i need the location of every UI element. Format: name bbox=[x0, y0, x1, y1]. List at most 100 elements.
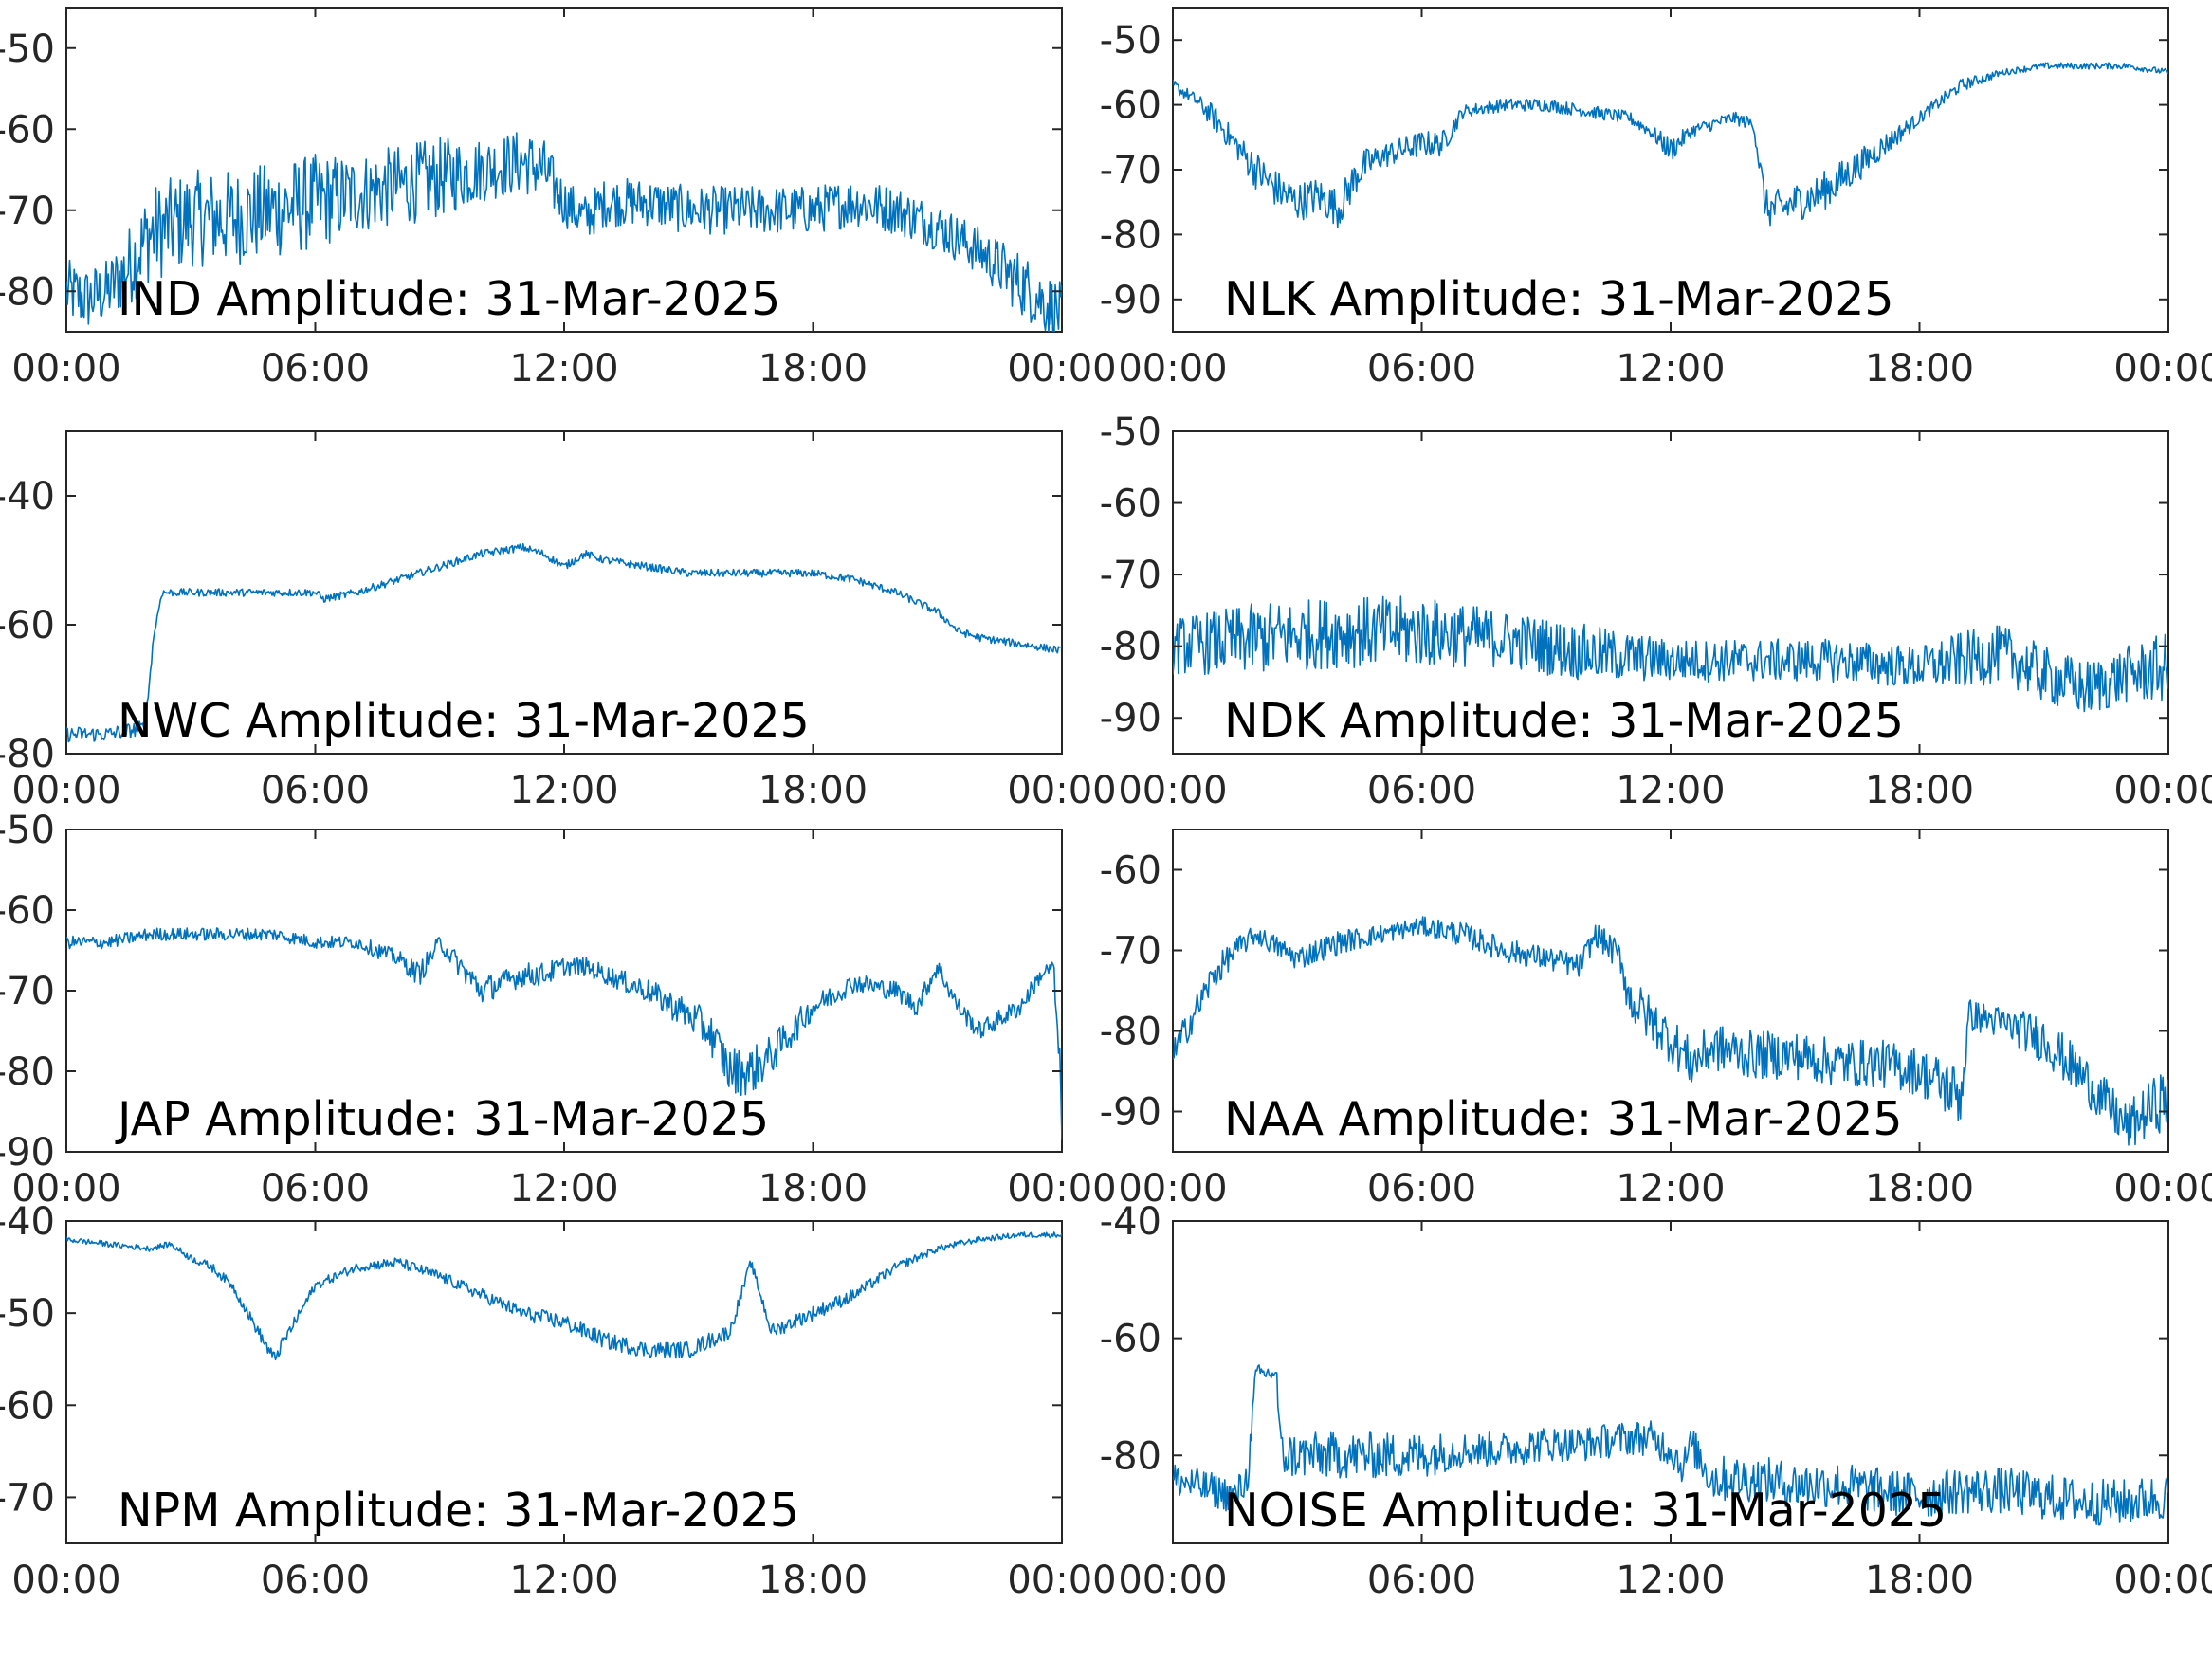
y-tick-label: -50 bbox=[0, 809, 55, 852]
x-tick-label: 00:00 bbox=[2113, 769, 2212, 812]
x-tick-label: 00:00 bbox=[1007, 347, 1116, 391]
chart-panel: 00:00 06:00 12:00 18:00 00:00 -40 -50 -60 -70 NPM… bbox=[0, 1200, 1117, 1602]
x-tick-label: 12:00 bbox=[509, 1559, 618, 1602]
x-tick-label: 06:00 bbox=[261, 769, 370, 812]
chart-panel: 00:00 06:00 12:00 18:00 00:00 -50 -60 -70 -80 IND… bbox=[0, 7, 1117, 391]
y-tick-label: -80 bbox=[1100, 213, 1161, 257]
y-tick-label: -90 bbox=[0, 1131, 55, 1175]
x-tick-label: 12:00 bbox=[509, 347, 618, 391]
y-tick-label: -60 bbox=[0, 1384, 55, 1428]
panel-title: JAP Amplitude: 31-Mar-2025 bbox=[115, 1092, 769, 1146]
series-line bbox=[66, 927, 1062, 1140]
x-tick-label: 12:00 bbox=[1616, 347, 1725, 391]
y-tick-label: -50 bbox=[0, 1292, 55, 1336]
plot-area bbox=[1172, 430, 2169, 755]
x-tick-label: 06:00 bbox=[261, 1559, 370, 1602]
y-tick-label: -60 bbox=[1100, 483, 1161, 526]
x-tick-label: 12:00 bbox=[509, 769, 618, 812]
x-tick-label: 18:00 bbox=[759, 347, 868, 391]
y-tick-label: -80 bbox=[1100, 626, 1161, 669]
y-tick-label: -80 bbox=[1100, 1011, 1161, 1054]
series-line bbox=[1173, 62, 2168, 228]
y-tick-label: -40 bbox=[0, 475, 55, 519]
y-tick-label: -50 bbox=[1100, 19, 1161, 63]
plot-area bbox=[1172, 829, 2169, 1153]
panel-title: NPM Amplitude: 31-Mar-2025 bbox=[118, 1484, 799, 1538]
y-tick-label: -60 bbox=[1100, 84, 1161, 128]
y-tick-label: -70 bbox=[0, 970, 55, 1013]
series-line bbox=[66, 543, 1062, 743]
chart-panel: 00:00 06:00 12:00 18:00 00:00 -50 -60 -70 -80 -90… bbox=[1100, 410, 2212, 812]
x-tick-label: 00:00 bbox=[11, 1559, 120, 1602]
y-tick-label: -90 bbox=[1100, 1091, 1161, 1135]
y-tick-label: -70 bbox=[1100, 554, 1161, 597]
panel-title: NOISE Amplitude: 31-Mar-2025 bbox=[1224, 1484, 1947, 1538]
y-tick-label: -40 bbox=[1100, 1200, 1161, 1244]
chart-panel: 00:00 06:00 12:00 18:00 00:00 -60 -70 -80 -90 NAA… bbox=[1100, 829, 2212, 1211]
x-tick-label: 18:00 bbox=[1865, 769, 1974, 812]
panel-title: NAA Amplitude: 31-Mar-2025 bbox=[1224, 1092, 1903, 1146]
x-tick-label: 00:00 bbox=[11, 1167, 120, 1211]
y-tick-label: -80 bbox=[0, 1050, 55, 1094]
chart-panel: 00:00 06:00 12:00 18:00 00:00 -40 -60 -80 NWC Am… bbox=[0, 430, 1117, 812]
x-tick-label: 06:00 bbox=[1367, 347, 1476, 391]
y-tick-label: -60 bbox=[1100, 849, 1161, 893]
x-tick-label: 12:00 bbox=[1616, 1559, 1725, 1602]
x-tick-label: 12:00 bbox=[1616, 1167, 1725, 1211]
x-tick-label: 00:00 bbox=[1007, 1559, 1116, 1602]
plot-area bbox=[1172, 7, 2169, 333]
chart-panel: 00:00 06:00 12:00 18:00 00:00 -50 -60 -70 -80 -90… bbox=[1100, 7, 2212, 391]
x-tick-label: 12:00 bbox=[509, 1167, 618, 1211]
series-line bbox=[66, 132, 1062, 332]
x-tick-label: 00:00 bbox=[1118, 769, 1227, 812]
x-tick-label: 18:00 bbox=[759, 1559, 868, 1602]
x-tick-label: 06:00 bbox=[1367, 1559, 1476, 1602]
x-tick-label: 18:00 bbox=[1865, 1559, 1974, 1602]
y-tick-label: -80 bbox=[1100, 1434, 1161, 1478]
y-tick-label: -60 bbox=[0, 604, 55, 647]
x-tick-label: 00:00 bbox=[11, 769, 120, 812]
series-line bbox=[66, 1231, 1062, 1361]
y-tick-label: -70 bbox=[1100, 930, 1161, 974]
x-tick-label: 06:00 bbox=[1367, 1167, 1476, 1211]
series-line bbox=[1173, 916, 2168, 1146]
x-tick-label: 18:00 bbox=[1865, 1167, 1974, 1211]
x-tick-label: 18:00 bbox=[759, 769, 868, 812]
x-tick-label: 06:00 bbox=[261, 1167, 370, 1211]
x-tick-label: 06:00 bbox=[261, 347, 370, 391]
panel-title: NDK Amplitude: 31-Mar-2025 bbox=[1224, 694, 1904, 748]
y-tick-label: -70 bbox=[0, 190, 55, 233]
x-tick-label: 00:00 bbox=[11, 347, 120, 391]
x-tick-label: 00:00 bbox=[2113, 1167, 2212, 1211]
x-tick-label: 00:00 bbox=[1118, 1167, 1227, 1211]
y-tick-label: -40 bbox=[0, 1200, 55, 1244]
chart-panel: 00:00 06:00 12:00 18:00 00:00 -40 -60 -80 NOISE … bbox=[1100, 1200, 2212, 1602]
y-tick-label: -70 bbox=[1100, 149, 1161, 192]
x-tick-label: 00:00 bbox=[1118, 1559, 1227, 1602]
x-tick-label: 00:00 bbox=[2113, 1559, 2212, 1602]
plot-area bbox=[65, 7, 1063, 333]
y-tick-label: -90 bbox=[1100, 697, 1161, 740]
y-tick-label: -60 bbox=[1100, 1318, 1161, 1361]
x-tick-label: 06:00 bbox=[1367, 769, 1476, 812]
y-tick-label: -60 bbox=[0, 108, 55, 152]
plot-area bbox=[65, 1220, 1063, 1544]
panel-title: NLK Amplitude: 31-Mar-2025 bbox=[1224, 272, 1894, 326]
panel-title: IND Amplitude: 31-Mar-2025 bbox=[118, 272, 780, 326]
x-tick-label: 12:00 bbox=[1616, 769, 1725, 812]
y-tick-label: -50 bbox=[0, 27, 55, 71]
x-tick-label: 00:00 bbox=[1007, 1167, 1116, 1211]
x-tick-label: 00:00 bbox=[1007, 769, 1116, 812]
y-tick-label: -70 bbox=[0, 1476, 55, 1520]
x-tick-label: 00:00 bbox=[2113, 347, 2212, 391]
y-tick-label: -80 bbox=[0, 733, 55, 776]
chart-panel: 00:00 06:00 12:00 18:00 00:00 -50 -60 -70 -80 -90… bbox=[0, 809, 1117, 1211]
y-tick-label: -90 bbox=[1100, 279, 1161, 322]
chart-panels: 00:0006:0012:0018:0000:00-50-60-70-80IND… bbox=[0, 7, 2212, 1602]
y-tick-label: -80 bbox=[0, 270, 55, 314]
x-tick-label: 00:00 bbox=[1118, 347, 1227, 391]
x-tick-label: 18:00 bbox=[759, 1167, 868, 1211]
y-tick-label: -60 bbox=[0, 889, 55, 933]
series-line bbox=[1173, 1364, 2168, 1526]
